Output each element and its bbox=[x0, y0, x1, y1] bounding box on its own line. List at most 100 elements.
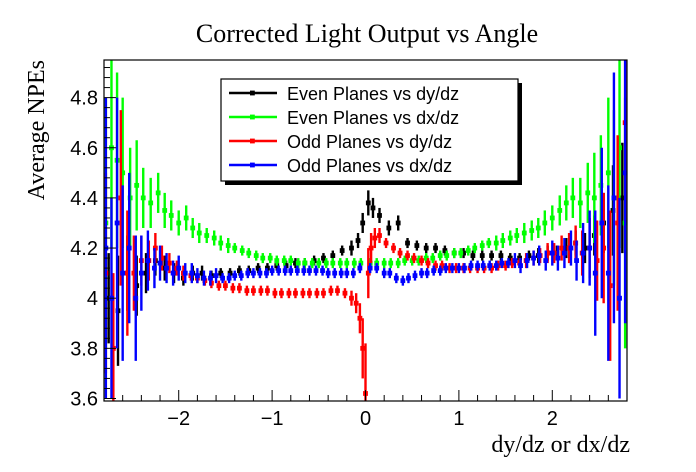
data-marker bbox=[412, 273, 418, 279]
data-marker bbox=[166, 260, 172, 266]
series-3-point-21 bbox=[244, 285, 250, 296]
series-4-point-61 bbox=[480, 260, 486, 271]
data-marker bbox=[148, 200, 154, 206]
series-3-point-78 bbox=[615, 135, 621, 311]
data-marker bbox=[461, 250, 466, 256]
data-marker bbox=[557, 208, 563, 213]
data-marker bbox=[377, 213, 382, 218]
series-1-point-43 bbox=[479, 250, 485, 261]
data-marker bbox=[314, 290, 320, 296]
series-3-point-37 bbox=[353, 293, 359, 314]
data-marker bbox=[282, 268, 288, 274]
data-marker bbox=[419, 258, 424, 263]
data-marker bbox=[118, 195, 124, 201]
data-marker bbox=[416, 258, 422, 263]
data-marker bbox=[145, 258, 151, 263]
data-marker bbox=[244, 288, 250, 294]
data-marker bbox=[342, 290, 348, 296]
data-marker bbox=[367, 265, 373, 271]
series-2-point-57 bbox=[493, 235, 499, 251]
series-3-point-35 bbox=[342, 288, 348, 299]
series-4-point-68 bbox=[524, 253, 530, 269]
series-2-point-7 bbox=[140, 167, 146, 228]
data-marker bbox=[383, 240, 389, 246]
series-4-point-81 bbox=[605, 185, 611, 361]
series-3-point-62 bbox=[503, 260, 508, 271]
data-marker bbox=[437, 268, 443, 274]
data-marker bbox=[468, 263, 474, 269]
series-2-point-19 bbox=[225, 238, 231, 254]
data-marker bbox=[168, 213, 174, 218]
data-marker bbox=[447, 265, 452, 271]
data-marker bbox=[223, 283, 228, 289]
data-marker bbox=[526, 253, 532, 258]
series-4-point-62 bbox=[487, 260, 493, 271]
series-1-point-38 bbox=[433, 243, 438, 254]
data-marker bbox=[615, 220, 621, 226]
series-4-point-11 bbox=[164, 253, 169, 284]
data-marker bbox=[405, 240, 410, 246]
data-marker bbox=[545, 250, 551, 256]
data-marker bbox=[126, 245, 132, 251]
data-marker bbox=[419, 270, 424, 276]
series-4-point-6 bbox=[133, 235, 139, 361]
data-marker bbox=[323, 260, 329, 266]
data-marker bbox=[549, 215, 555, 221]
series-3-point-31 bbox=[314, 288, 320, 299]
data-marker bbox=[325, 270, 331, 276]
data-marker bbox=[232, 245, 238, 251]
data-marker bbox=[535, 225, 541, 231]
data-marker bbox=[479, 253, 485, 258]
y-axis-label: Average NPEs bbox=[24, 60, 50, 200]
data-marker bbox=[288, 258, 294, 263]
series-4-point-64 bbox=[499, 258, 505, 269]
data-marker bbox=[155, 190, 161, 196]
series-2-point-34 bbox=[330, 258, 336, 269]
series-3-point-10 bbox=[166, 253, 172, 274]
data-marker bbox=[542, 220, 548, 226]
data-marker bbox=[120, 170, 126, 176]
series-4-point-57 bbox=[456, 263, 462, 274]
data-marker bbox=[529, 228, 535, 233]
data-marker bbox=[423, 245, 429, 251]
series-4-point-73 bbox=[555, 245, 561, 271]
series-3-point-3 bbox=[118, 110, 124, 286]
series-1-point-34 bbox=[395, 215, 401, 231]
data-marker bbox=[237, 268, 242, 274]
data-marker bbox=[617, 295, 622, 301]
series-1-point-54 bbox=[582, 233, 588, 264]
series-4-point-38 bbox=[332, 268, 338, 279]
data-marker bbox=[433, 263, 438, 269]
data-marker bbox=[423, 255, 429, 261]
series-3-point-19 bbox=[230, 283, 236, 294]
data-marker bbox=[194, 273, 200, 279]
series-4-point-4 bbox=[120, 185, 126, 361]
x-axis-label: dy/dz or dx/dz bbox=[491, 432, 630, 458]
series-3-point-45 bbox=[383, 238, 389, 249]
series-3-point-55 bbox=[453, 263, 459, 274]
series-3-point-24 bbox=[265, 285, 270, 296]
data-marker bbox=[196, 230, 202, 236]
series-4-point-41 bbox=[350, 268, 356, 279]
series-3-point-17 bbox=[216, 280, 222, 291]
data-marker bbox=[307, 268, 312, 274]
series-4-point-5 bbox=[126, 172, 132, 324]
data-marker bbox=[472, 245, 478, 251]
data-marker bbox=[294, 268, 300, 274]
series-4-point-59 bbox=[468, 260, 474, 271]
data-marker bbox=[265, 288, 270, 294]
data-marker bbox=[622, 170, 627, 176]
series-3-point-54 bbox=[447, 263, 452, 274]
data-marker bbox=[489, 253, 494, 258]
series-2-point-52 bbox=[458, 248, 464, 259]
y-tick-label: 3.6 bbox=[70, 388, 98, 410]
series-4-point-24 bbox=[245, 268, 251, 279]
data-marker bbox=[370, 205, 376, 211]
data-marker bbox=[536, 253, 542, 258]
series-2-point-59 bbox=[507, 230, 513, 246]
series-4-point-16 bbox=[194, 268, 200, 284]
data-marker bbox=[580, 250, 586, 256]
data-marker bbox=[503, 263, 508, 269]
series-3-point-32 bbox=[321, 288, 326, 299]
series-4-point-52 bbox=[424, 268, 430, 279]
